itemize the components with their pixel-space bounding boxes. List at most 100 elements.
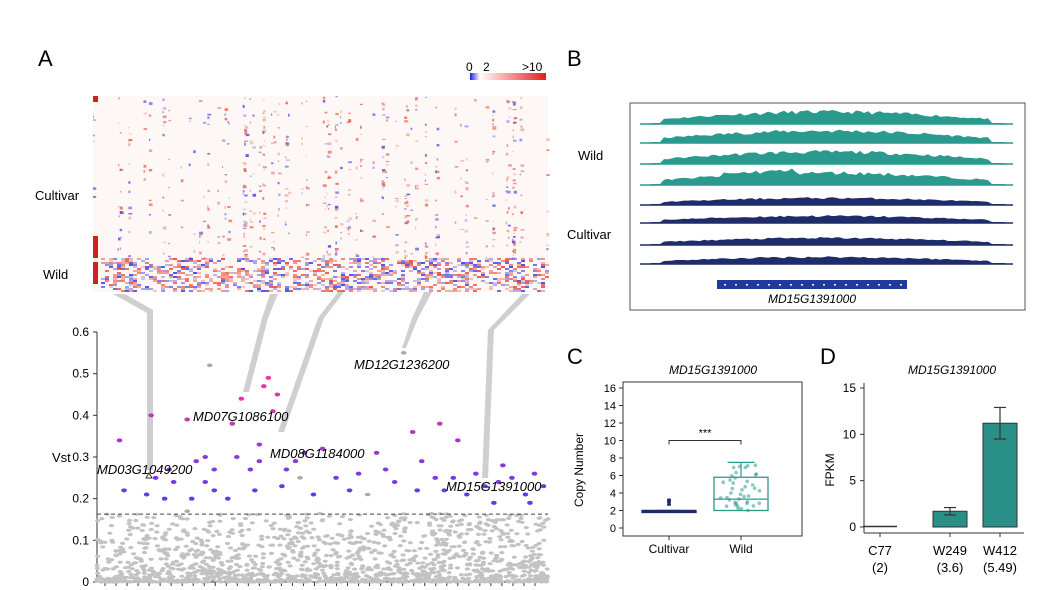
heatmap-cell: [121, 278, 125, 280]
heatmap-cell: [242, 227, 247, 229]
background-point: [199, 540, 205, 544]
background-point: [539, 571, 545, 575]
scale-label-2: 2: [483, 60, 490, 74]
heatmap-cell: [457, 276, 461, 278]
background-point: [273, 580, 279, 584]
heatmap-cell: [382, 196, 384, 199]
heatmap-cell: [209, 260, 213, 262]
heatmap-cell: [281, 274, 285, 276]
heatmap-cell: [185, 268, 189, 270]
heatmap-cell: [249, 260, 253, 262]
background-point: [439, 543, 445, 547]
heatmap-cell: [382, 102, 384, 105]
heatmap-cell: [217, 201, 220, 205]
highlighted-point: [310, 492, 317, 497]
heatmap-cell: [513, 190, 518, 194]
background-point: [229, 528, 235, 532]
background-point: [290, 550, 296, 554]
heatmap-cell: [381, 102, 385, 105]
heatmap-cell: [513, 226, 518, 229]
heatmap-cell: [401, 288, 405, 290]
heatmap-cell: [117, 288, 121, 290]
heatmap-cell: [277, 290, 281, 292]
heatmap-cell: [237, 260, 241, 262]
heatmap-cell: [333, 280, 337, 282]
heatmap-cell: [377, 274, 381, 276]
heatmap-cell: [297, 276, 301, 278]
background-point: [533, 569, 539, 573]
background-point: [477, 527, 483, 531]
heatmap-cell: [209, 278, 213, 280]
gene-callout-label: MD12G1236200: [354, 357, 450, 372]
background-point: [425, 563, 431, 567]
background-point: [111, 576, 117, 580]
heatmap-cell: [177, 270, 181, 272]
heatmap-cell: [141, 278, 145, 280]
heatmap-cell: [193, 266, 197, 268]
heatmap-cell: [485, 276, 489, 278]
heatmap-cell: [513, 232, 515, 234]
heatmap-cell: [335, 182, 339, 185]
background-point: [409, 568, 415, 573]
heatmap-cell: [265, 262, 269, 264]
heatmap-cell: [512, 254, 514, 257]
heatmap-cell: [381, 147, 385, 150]
heatmap-cell: [401, 262, 405, 264]
heatmap-cell: [277, 274, 281, 276]
heatmap-cell: [546, 138, 550, 142]
heatmap-cell: [225, 280, 229, 282]
heatmap-cell: [365, 276, 369, 278]
background-point: [446, 533, 452, 537]
heatmap-cell: [118, 97, 121, 100]
heatmap-cell: [105, 278, 109, 280]
heatmap-cell: [506, 144, 509, 147]
heatmap-cell: [297, 282, 301, 284]
heatmap-cell: [465, 182, 469, 184]
background-point: [311, 527, 317, 531]
background-point: [511, 555, 517, 559]
background-point: [502, 545, 508, 549]
heatmap-cell: [395, 120, 398, 122]
heatmap-cell: [521, 260, 525, 262]
heatmap-cell: [262, 118, 266, 122]
heatmap-cell: [143, 169, 146, 173]
heatmap-cell: [441, 282, 445, 284]
background-point: [470, 547, 476, 551]
heatmap-cell: [326, 154, 330, 158]
heatmap-cell: [445, 268, 449, 270]
background-point: [254, 513, 260, 517]
heatmap-cell: [505, 288, 509, 290]
highlighted-point: [500, 463, 506, 468]
heatmap-cell: [546, 244, 550, 246]
background-point: [226, 567, 232, 571]
group-color-bar: [93, 236, 98, 258]
heatmap-cell: [389, 270, 393, 272]
heatmap-cell: [327, 175, 331, 178]
heatmap-cell: [101, 278, 105, 280]
heatmap-cell: [165, 286, 169, 288]
heatmap-cell: [121, 260, 125, 262]
heatmap-cell: [263, 212, 267, 215]
background-point: [313, 567, 319, 571]
heatmap-cell: [249, 246, 253, 248]
box-jitter-point: [730, 486, 735, 491]
heatmap-cell: [289, 258, 293, 260]
background-point: [286, 514, 292, 518]
heatmap-cell: [340, 223, 344, 226]
heatmap-cell: [417, 282, 421, 284]
heatmap-cell: [249, 140, 253, 143]
heatmap-cell: [481, 280, 485, 282]
heatmap-cell: [205, 282, 209, 284]
heatmap-cell: [353, 262, 357, 264]
background-point: [358, 535, 364, 539]
heatmap-cell: [385, 288, 389, 290]
heatmap-cell: [193, 276, 197, 278]
box-y-tick-label: 16: [604, 383, 616, 395]
heatmap-cell: [513, 236, 516, 238]
heatmap-cell: [243, 114, 247, 117]
heatmap-cell: [227, 206, 231, 208]
heatmap-cell: [382, 138, 386, 140]
background-point: [464, 532, 470, 536]
heatmap-cell: [169, 286, 173, 288]
heatmap-cell: [157, 280, 161, 282]
